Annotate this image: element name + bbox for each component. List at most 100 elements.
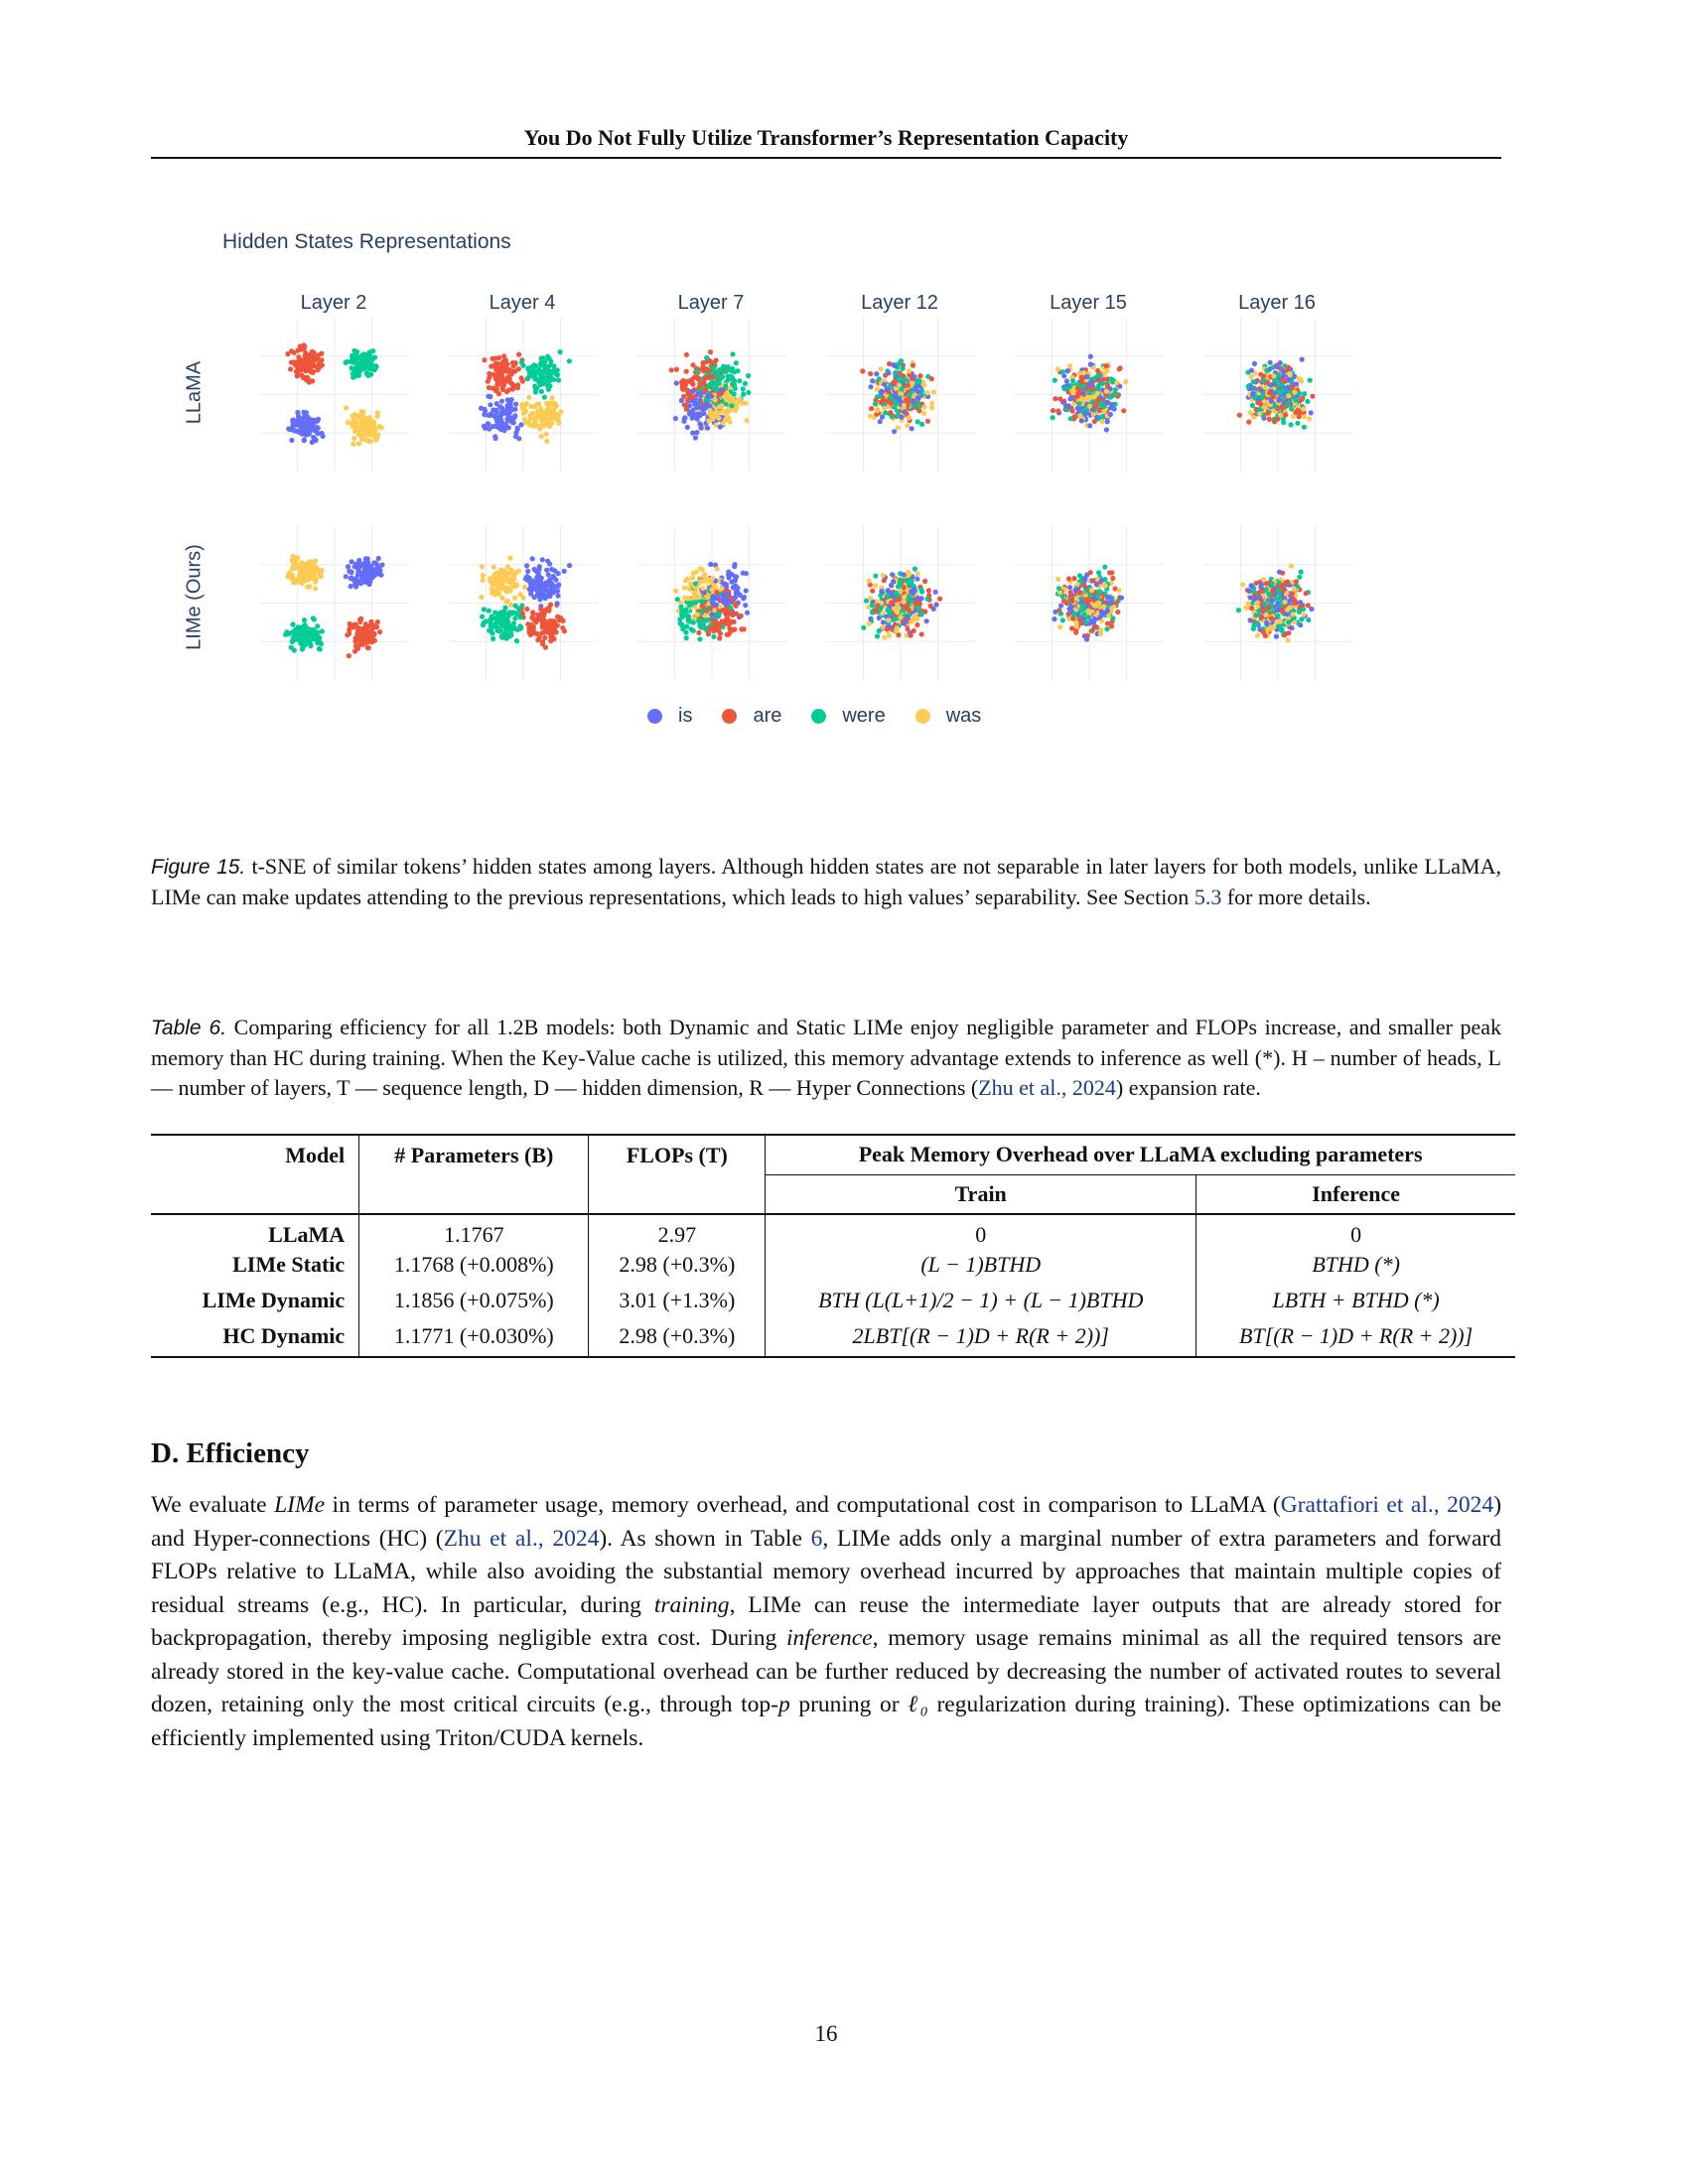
tsne-point bbox=[1282, 412, 1289, 418]
tsne-point bbox=[717, 366, 723, 372]
tsne-point bbox=[301, 345, 307, 351]
table-ref-link[interactable]: 6 bbox=[810, 1525, 823, 1552]
section-ref-link[interactable]: 5.3 bbox=[1194, 885, 1222, 909]
tsne-point bbox=[494, 627, 500, 633]
tsne-point bbox=[1252, 394, 1258, 401]
tsne-point bbox=[705, 393, 711, 399]
tsne-point bbox=[1107, 386, 1113, 392]
tsne-point bbox=[1104, 419, 1110, 425]
tsne-point bbox=[897, 583, 903, 589]
body-text: , memory usage remains minimal as all th… bbox=[151, 1625, 1501, 1717]
tsne-point bbox=[879, 600, 885, 606]
tsne-point bbox=[352, 621, 357, 628]
tsne-point bbox=[536, 564, 542, 570]
tsne-point bbox=[914, 395, 920, 401]
tsne-point bbox=[352, 643, 358, 649]
tsne-point bbox=[478, 405, 485, 411]
tsne-point bbox=[1269, 381, 1276, 387]
citation-link[interactable]: Grattafiori et al., 2024 bbox=[1280, 1492, 1494, 1518]
tsne-point bbox=[488, 576, 493, 582]
tsne-point bbox=[1067, 585, 1073, 591]
table-header: # Parameters (B) bbox=[358, 1135, 589, 1174]
tsne-point bbox=[899, 386, 905, 392]
tsne-point bbox=[567, 563, 573, 569]
caption-lead: Table 6. bbox=[151, 1017, 227, 1039]
tsne-point bbox=[293, 556, 299, 563]
tsne-point bbox=[493, 417, 499, 423]
tsne-point bbox=[918, 631, 924, 637]
tsne-point bbox=[539, 557, 545, 563]
tsne-point bbox=[361, 425, 367, 431]
citation-link[interactable]: Zhu et al., 2024 bbox=[443, 1525, 600, 1552]
tsne-point bbox=[705, 576, 711, 582]
tsne-point bbox=[547, 577, 553, 583]
tsne-point bbox=[312, 635, 318, 641]
tsne-point bbox=[307, 357, 313, 363]
tsne-point bbox=[566, 358, 572, 364]
tsne-point bbox=[1061, 373, 1067, 379]
tsne-point bbox=[299, 560, 305, 566]
tsne-point bbox=[1282, 632, 1288, 638]
tsne-point bbox=[1293, 397, 1300, 403]
tsne-point bbox=[1268, 398, 1274, 404]
tsne-point bbox=[1094, 414, 1100, 420]
table-cell: 0 bbox=[1196, 1214, 1515, 1248]
tsne-point bbox=[371, 560, 377, 566]
tsne-point bbox=[374, 619, 380, 625]
tsne-point bbox=[508, 611, 514, 616]
tsne-point bbox=[1101, 604, 1107, 610]
citation-link[interactable]: Zhu et al., 2024 bbox=[978, 1075, 1116, 1100]
tsne-point bbox=[317, 646, 323, 652]
tsne-point bbox=[877, 393, 883, 399]
tsne-point bbox=[526, 575, 532, 581]
tsne-point bbox=[1289, 406, 1295, 412]
caption-tail: ) expansion rate. bbox=[1115, 1075, 1261, 1100]
tsne-point bbox=[882, 405, 888, 411]
tsne-point bbox=[296, 423, 303, 429]
tsne-point bbox=[526, 629, 532, 635]
tsne-point bbox=[550, 587, 556, 593]
layer-title: Layer 7 bbox=[677, 292, 745, 314]
tsne-point bbox=[1108, 623, 1115, 629]
tsne-point bbox=[886, 617, 892, 623]
tsne-point bbox=[1094, 601, 1101, 607]
body-text: in terms of parameter usage, memory over… bbox=[332, 1492, 1281, 1518]
tsne-point bbox=[512, 615, 518, 621]
tsne-point bbox=[308, 378, 314, 384]
tsne-point bbox=[358, 562, 364, 568]
tsne-point bbox=[732, 601, 738, 607]
tsne-point bbox=[543, 378, 549, 384]
legend: is are were was bbox=[647, 705, 1003, 728]
tsne-point bbox=[694, 430, 700, 436]
tsne-point bbox=[1298, 600, 1304, 606]
row-label: LLaMA bbox=[183, 360, 206, 425]
tsne-point bbox=[1287, 598, 1293, 604]
tsne-point bbox=[1077, 413, 1083, 419]
tsne-point bbox=[480, 622, 486, 628]
tsne-point bbox=[901, 599, 907, 605]
tsne-point bbox=[525, 375, 531, 381]
tsne-point bbox=[701, 623, 707, 629]
tsne-point bbox=[286, 426, 292, 432]
tsne-point bbox=[1285, 364, 1291, 370]
tsne-point bbox=[479, 614, 486, 619]
tsne-point bbox=[722, 417, 728, 423]
tsne-point bbox=[529, 614, 535, 620]
tsne-point bbox=[696, 384, 702, 390]
tsne-point bbox=[496, 619, 502, 625]
tsne-point bbox=[540, 638, 546, 645]
tsne-point bbox=[312, 363, 318, 369]
tsne-point bbox=[542, 412, 549, 418]
tsne-point bbox=[346, 653, 352, 659]
table-caption: Table 6. Comparing efficiency for all 1.… bbox=[151, 1013, 1501, 1103]
tsne-point bbox=[1089, 627, 1095, 633]
tsne-point bbox=[524, 563, 530, 569]
tsne-point bbox=[717, 635, 723, 641]
tsne-point bbox=[732, 562, 738, 568]
tsne-point bbox=[1274, 596, 1280, 602]
tsne-point bbox=[733, 360, 739, 366]
tsne-point bbox=[496, 591, 502, 597]
tsne-point bbox=[1306, 616, 1312, 623]
tsne-point bbox=[884, 626, 890, 632]
tsne-point bbox=[909, 578, 914, 584]
